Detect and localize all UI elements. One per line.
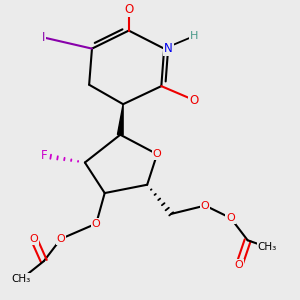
Text: O: O (30, 234, 38, 244)
Text: CH₃: CH₃ (12, 274, 31, 284)
Text: CH₃: CH₃ (258, 242, 277, 252)
Text: O: O (124, 3, 134, 16)
Text: O: O (92, 219, 100, 229)
Text: O: O (153, 149, 161, 159)
Text: F: F (40, 149, 47, 162)
Text: O: O (56, 234, 65, 244)
Polygon shape (118, 104, 123, 135)
Text: I: I (42, 31, 46, 44)
Text: H: H (190, 31, 198, 41)
Text: O: O (226, 213, 235, 223)
Text: O: O (235, 260, 244, 270)
Text: O: O (201, 201, 210, 211)
Text: O: O (189, 94, 199, 106)
Text: N: N (164, 42, 173, 55)
